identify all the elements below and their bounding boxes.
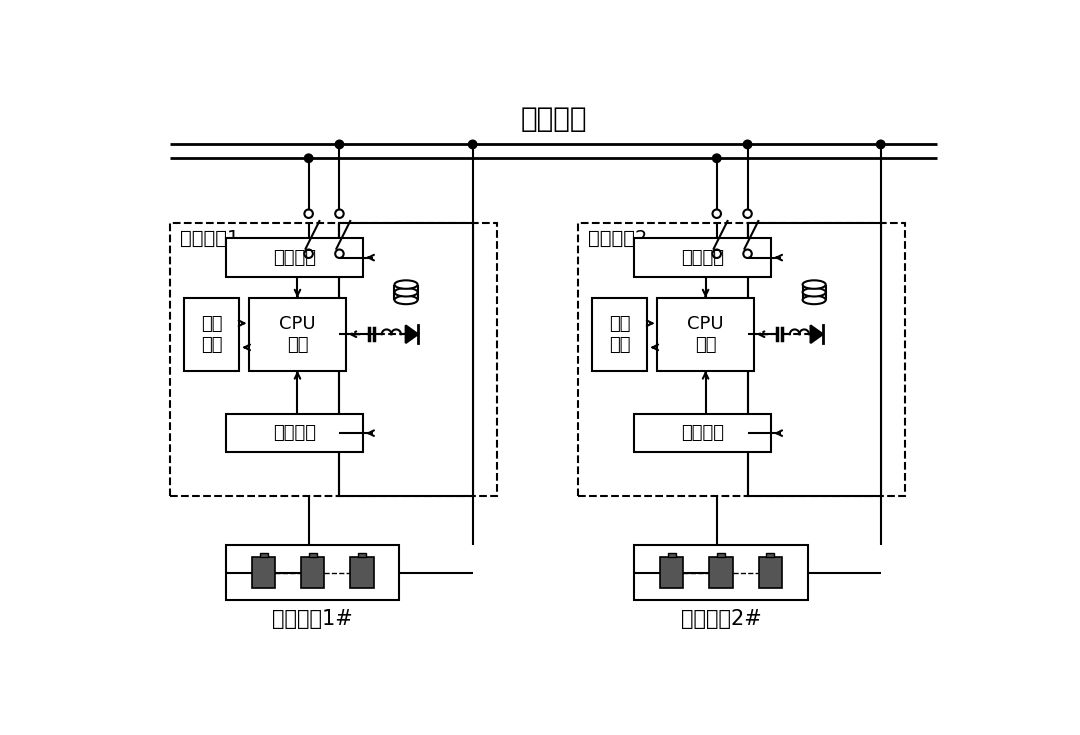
- Bar: [226, 545, 400, 600]
- Bar: [634, 414, 771, 453]
- Bar: [170, 223, 497, 496]
- Bar: [578, 223, 905, 496]
- Bar: [658, 298, 754, 370]
- Text: 控制系统2: 控制系统2: [589, 229, 648, 248]
- Ellipse shape: [394, 288, 418, 296]
- Bar: [747, 223, 881, 496]
- Bar: [226, 414, 363, 453]
- Text: 电压采集: 电压采集: [681, 248, 725, 267]
- Bar: [758, 557, 782, 588]
- Bar: [394, 284, 418, 300]
- Bar: [634, 238, 771, 277]
- Text: 电压采集: 电压采集: [681, 424, 725, 442]
- Bar: [301, 557, 324, 588]
- Circle shape: [877, 140, 885, 148]
- Bar: [339, 223, 473, 496]
- Text: 接口
模块: 接口 模块: [201, 315, 222, 354]
- Polygon shape: [406, 326, 418, 343]
- Bar: [667, 553, 676, 557]
- Bar: [226, 238, 363, 277]
- Bar: [309, 553, 316, 557]
- Text: 蓄电池组2#: 蓄电池组2#: [680, 609, 761, 629]
- Bar: [249, 298, 346, 370]
- Bar: [350, 557, 374, 588]
- Text: CPU
模块: CPU 模块: [279, 315, 315, 354]
- Circle shape: [335, 140, 343, 148]
- Bar: [717, 553, 725, 557]
- Ellipse shape: [394, 295, 418, 304]
- Ellipse shape: [802, 295, 826, 304]
- Text: 电压采集: 电压采集: [273, 248, 316, 267]
- Ellipse shape: [802, 280, 826, 289]
- Circle shape: [305, 154, 313, 162]
- Bar: [357, 553, 366, 557]
- Bar: [660, 557, 684, 588]
- Circle shape: [713, 154, 721, 162]
- Bar: [260, 553, 268, 557]
- Text: 蓄电池组1#: 蓄电池组1#: [272, 609, 353, 629]
- Ellipse shape: [802, 288, 826, 296]
- Bar: [766, 553, 774, 557]
- Text: 接口
模块: 接口 模块: [609, 315, 631, 354]
- Polygon shape: [810, 326, 823, 343]
- Circle shape: [743, 140, 752, 148]
- Bar: [592, 298, 647, 370]
- Text: 直流母线: 直流母线: [521, 105, 586, 133]
- Ellipse shape: [394, 280, 418, 289]
- Bar: [634, 545, 808, 600]
- Text: CPU
模块: CPU 模块: [687, 315, 724, 354]
- Bar: [184, 298, 240, 370]
- Bar: [802, 284, 826, 300]
- Text: 控制系统1: 控制系统1: [180, 229, 240, 248]
- Bar: [253, 557, 275, 588]
- Circle shape: [469, 140, 477, 148]
- Text: 电压采集: 电压采集: [273, 424, 316, 442]
- Bar: [710, 557, 732, 588]
